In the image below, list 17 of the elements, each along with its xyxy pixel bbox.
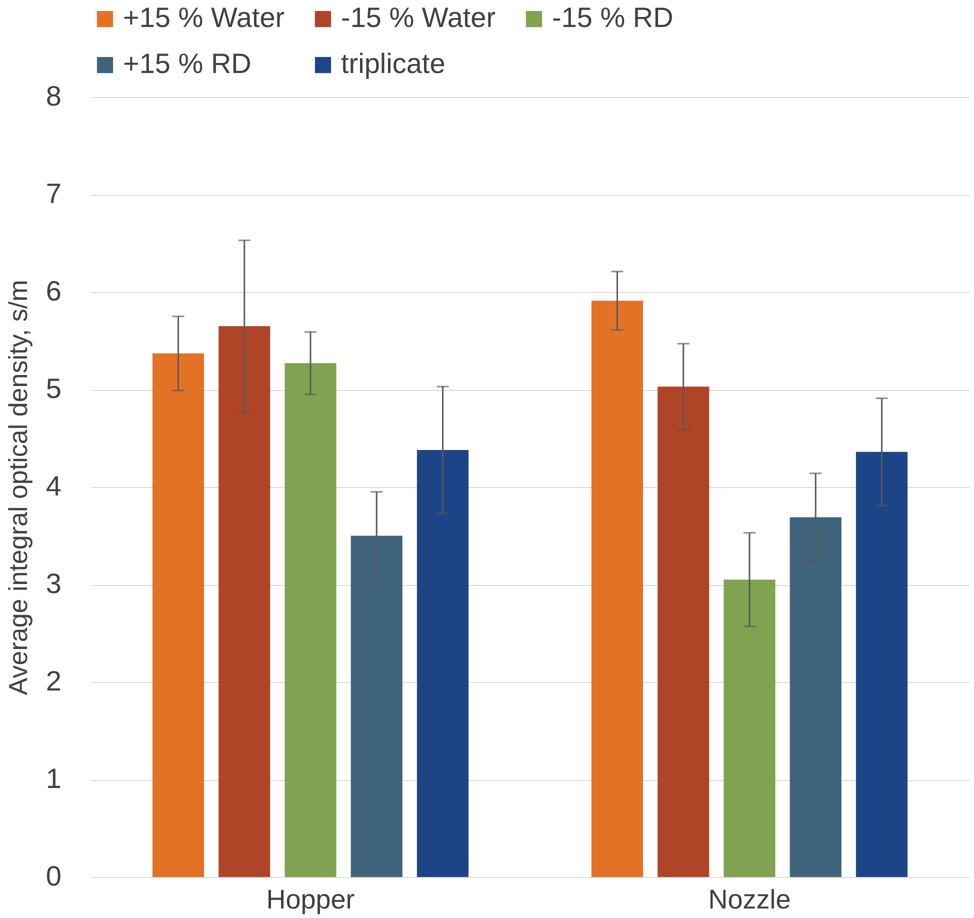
legend-label: -15 % RD: [552, 2, 674, 33]
y-tick-label: 2: [46, 666, 62, 696]
legend-label: -15 % Water: [341, 2, 496, 33]
y-tick-label: 7: [46, 178, 62, 209]
y-axis-title: Average integral optical density, s/m: [2, 280, 33, 696]
y-tick-label: 3: [46, 568, 62, 599]
y-tick-label: 0: [46, 860, 62, 892]
legend-label: triplicate: [341, 48, 446, 79]
y-tick-label: 8: [46, 80, 62, 112]
x-tick-label: Nozzle: [708, 884, 791, 914]
y-tick-label: 6: [46, 276, 62, 306]
x-tick-label: Hopper: [266, 884, 355, 914]
y-tick-label: 1: [46, 763, 62, 794]
legend-label: +15 % RD: [123, 48, 252, 79]
y-tick-label: 4: [46, 470, 62, 502]
legend-label: +15 % Water: [123, 2, 285, 33]
y-tick-label: 5: [46, 373, 62, 404]
